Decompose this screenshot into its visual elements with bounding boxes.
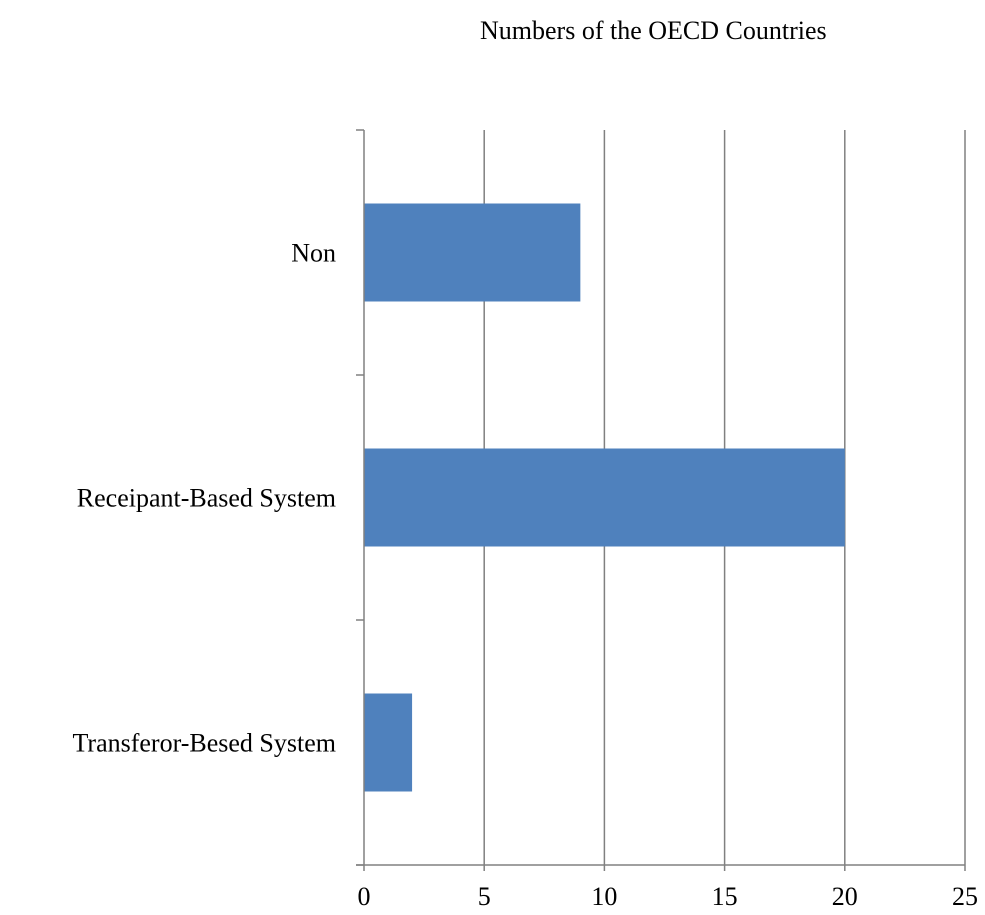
y-tick-label-transferor-besed-system: Transferor-Besed System bbox=[72, 729, 336, 758]
bar-receipant-based-system bbox=[364, 448, 845, 547]
bar-non bbox=[364, 203, 581, 302]
y-tick-label-receipant-based-system: Receipant-Based System bbox=[77, 484, 336, 513]
axes bbox=[356, 129, 965, 871]
bar-transferor-besed-system bbox=[364, 693, 413, 792]
bars bbox=[364, 203, 845, 792]
chart-title: Numbers of the OECD Countries bbox=[480, 16, 827, 45]
x-tick-label-20: 20 bbox=[832, 882, 858, 911]
x-tick-label-0: 0 bbox=[358, 882, 371, 911]
tick-labels: 0 5 10 15 20 25 Non Receipant-Based System Trans… bbox=[72, 239, 978, 912]
x-tick-label-5: 5 bbox=[478, 882, 491, 911]
x-tick-label-25: 25 bbox=[952, 882, 978, 911]
x-tick-label-15: 15 bbox=[712, 882, 738, 911]
x-tick-label-10: 10 bbox=[591, 882, 617, 911]
y-tick-label-non: Non bbox=[291, 239, 336, 268]
